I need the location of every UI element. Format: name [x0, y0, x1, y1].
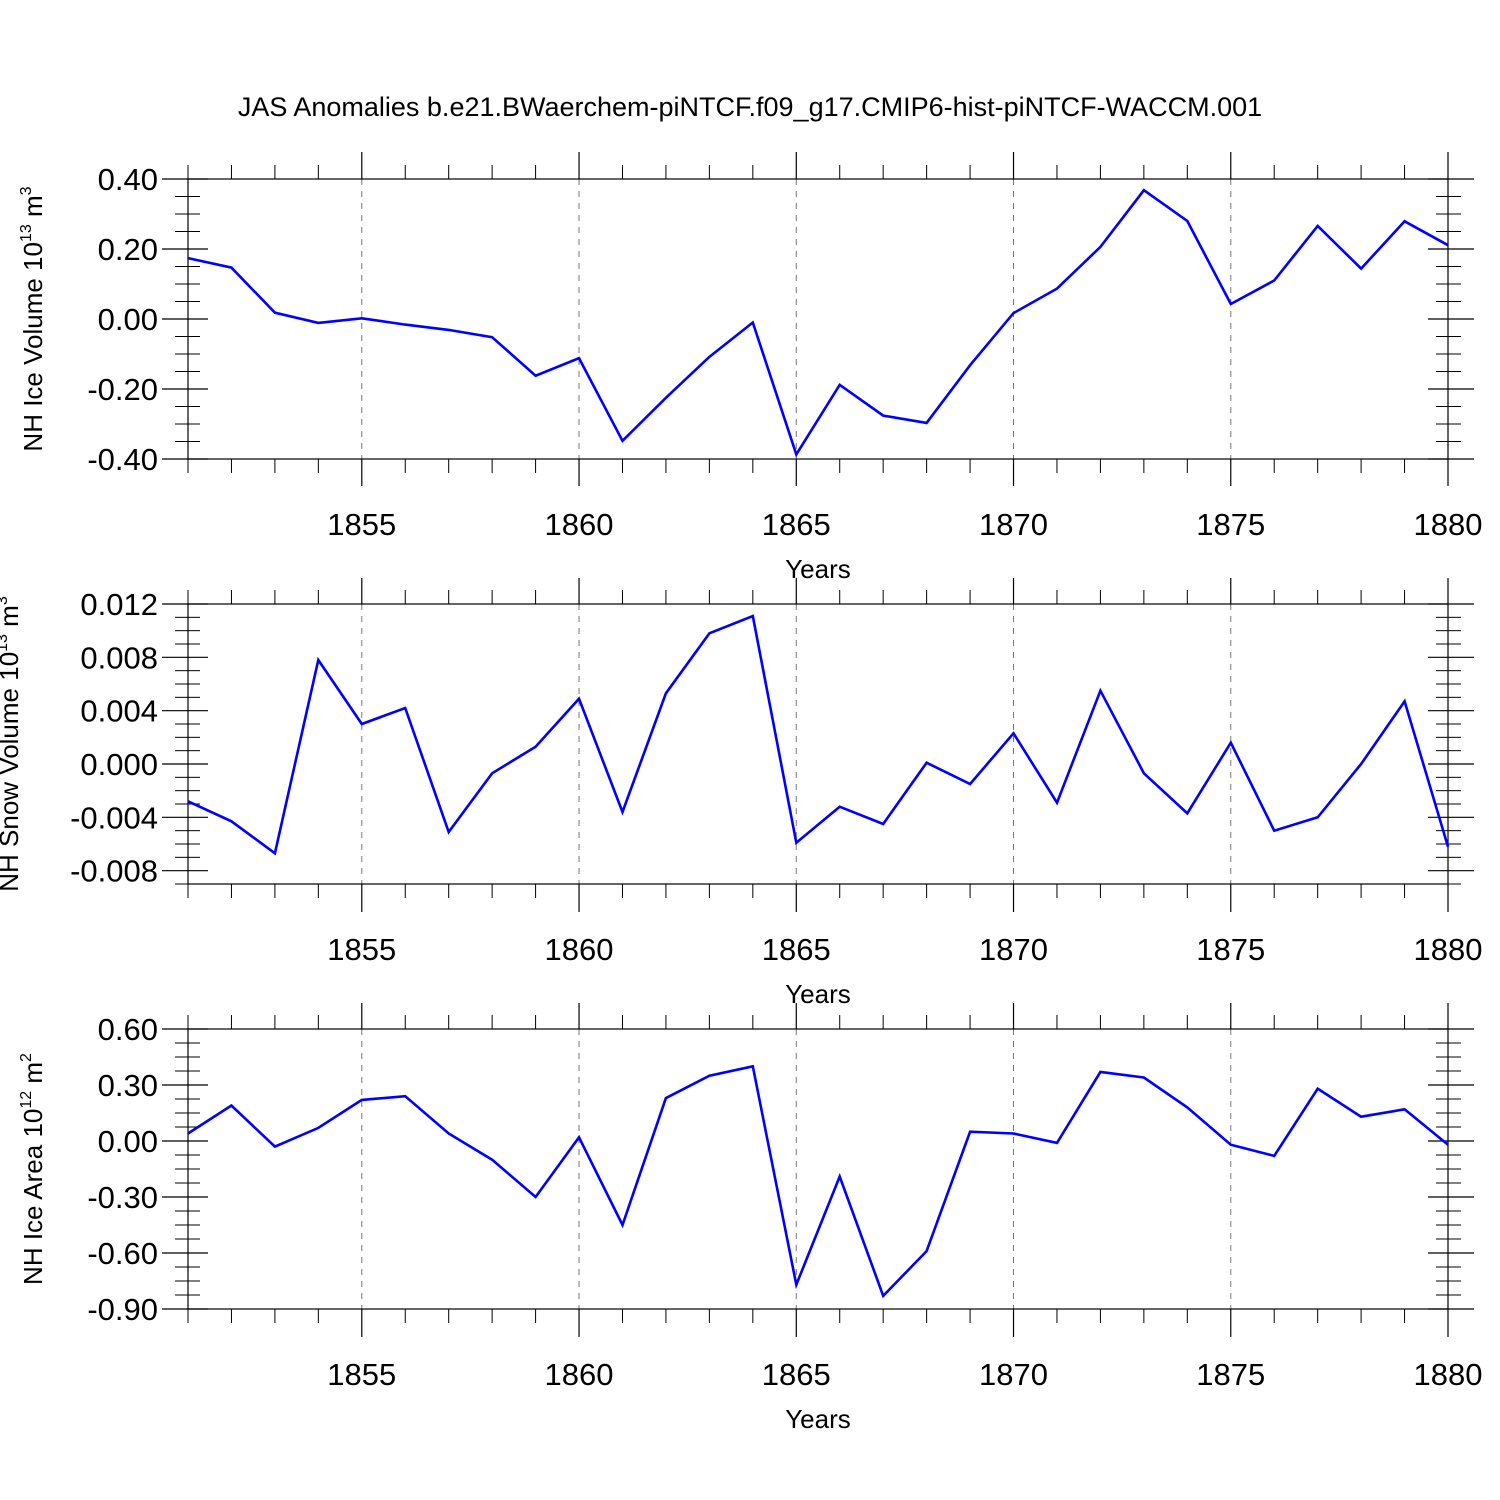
y-axis-title: NH Snow Volume 1013 m3	[0, 596, 24, 892]
y-tick-label: -0.004	[70, 800, 158, 835]
y-axis-title: NH Ice Volume 1013 m3	[18, 186, 48, 451]
x-tick-label: 1865	[762, 1357, 831, 1392]
x-tick-label: 1855	[327, 932, 396, 967]
y-tick-label: -0.20	[87, 372, 158, 407]
plot-frame	[187, 1028, 1449, 1310]
x-tick-label: 1860	[545, 1357, 614, 1392]
panel-snow-volume: -0.008 -0.004 0.000 0.004 0.008 0.012 1855 1860…	[0, 578, 1482, 1009]
y-tick-label: -0.90	[87, 1292, 158, 1327]
y-tick-label: -0.40	[87, 442, 158, 477]
x-tick-label: 1855	[327, 1357, 396, 1392]
plot-frame	[187, 603, 1449, 885]
panel-ice-volume: -0.40 -0.20 0.00 0.20 0.40 1855 1860 1865 1870 18…	[18, 152, 1482, 584]
y-tick-label: 0.40	[98, 162, 158, 197]
y-tick-label: 0.30	[98, 1068, 158, 1103]
series-line-snow-volume	[187, 614, 1450, 856]
y-tick-label: -0.30	[87, 1180, 158, 1215]
x-tick-label: 1875	[1196, 507, 1265, 542]
series-line-ice-volume	[187, 188, 1449, 458]
x-tick-label: 1880	[1414, 507, 1483, 542]
x-tick-label: 1875	[1196, 932, 1265, 967]
x-tick-label: 1875	[1196, 1357, 1265, 1392]
x-tick-label: 1865	[762, 932, 831, 967]
y-axis-title: NH Ice Area 1012 m2	[18, 1053, 48, 1285]
y-tick-label: 0.20	[98, 232, 158, 267]
x-tick-label: 1860	[545, 932, 614, 967]
y-tick-label: 0.00	[98, 1124, 158, 1159]
x-axis-title: Years	[785, 1404, 851, 1434]
y-tick-label: 0.004	[80, 694, 158, 729]
y-tick-label: 0.000	[80, 747, 158, 782]
plot-frame	[187, 178, 1449, 460]
x-tick-label: 1870	[979, 932, 1048, 967]
y-tick-label: 0.008	[80, 640, 158, 675]
x-tick-label: 1860	[545, 507, 614, 542]
y-tick-label: -0.60	[87, 1236, 158, 1271]
x-axis-title: Years	[785, 554, 851, 584]
x-axis-title: Years	[785, 979, 851, 1009]
x-tick-label: 1870	[979, 1357, 1048, 1392]
series-line-ice-area	[187, 1064, 1449, 1299]
y-tick-label: 0.012	[80, 587, 158, 622]
x-tick-label: 1880	[1414, 932, 1483, 967]
x-tick-label: 1865	[762, 507, 831, 542]
chart-title: JAS Anomalies b.e21.BWaerchem-piNTCF.f09…	[238, 92, 1262, 122]
panel-ice-area: -0.90 -0.60 -0.30 0.00 0.30 0.60 1855 1860 1865 1…	[18, 1003, 1482, 1434]
y-tick-label: 0.00	[98, 302, 158, 337]
x-tick-label: 1855	[327, 507, 396, 542]
y-tick-label: -0.008	[70, 854, 158, 889]
y-tick-label: 0.60	[98, 1012, 158, 1047]
x-tick-label: 1870	[979, 507, 1048, 542]
x-tick-label: 1880	[1414, 1357, 1483, 1392]
